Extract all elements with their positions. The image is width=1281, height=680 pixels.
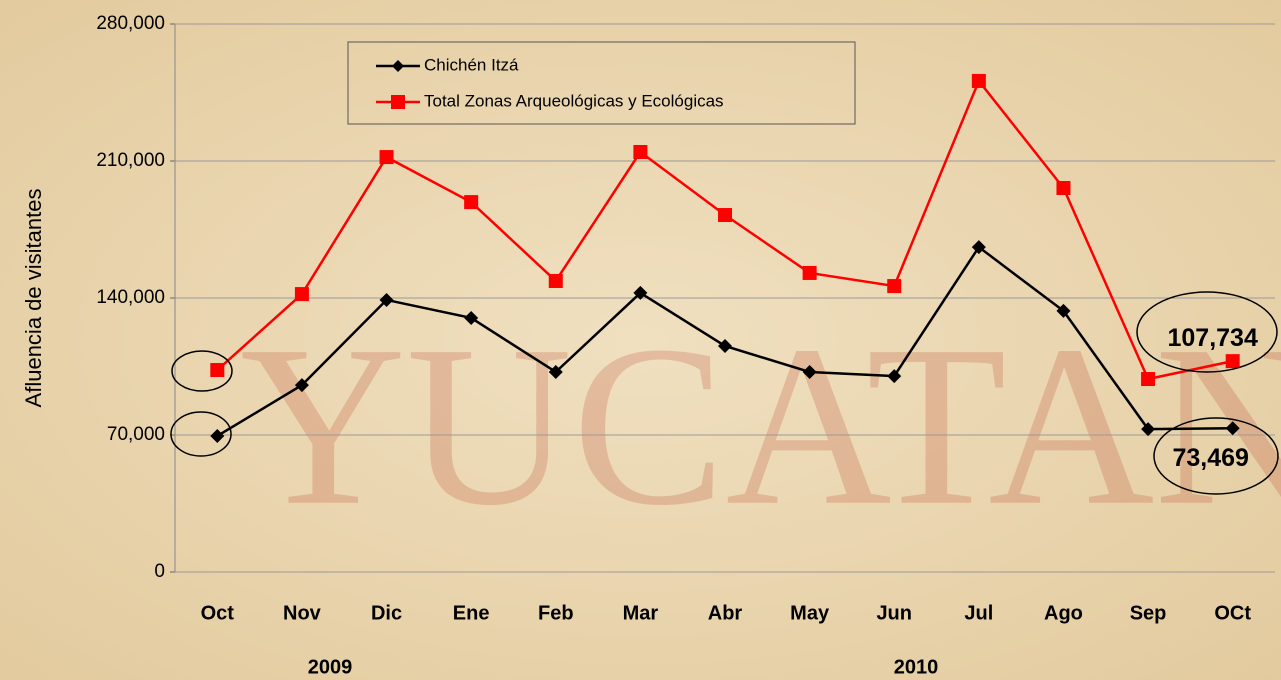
x-tick-label: Nov [283, 602, 322, 624]
y-tick-label: 140,000 [96, 287, 165, 308]
y-tick-label: 280,000 [96, 13, 165, 34]
legend-marker [391, 95, 405, 109]
x-tick-label: Abr [708, 602, 743, 624]
point [1141, 372, 1155, 386]
point [803, 266, 817, 280]
y-axis-title: Afluencia de visitantes [21, 189, 46, 408]
x-tick-label: Oct [201, 602, 235, 624]
data-label: 107,734 [1168, 324, 1258, 352]
x-tick-label: Ago [1044, 602, 1083, 624]
x-tick-label: OCt [1214, 602, 1251, 624]
y-tick-label: 210,000 [96, 150, 165, 171]
x-tick-label: Dic [371, 602, 402, 624]
point [210, 363, 224, 377]
watermark: YUCATAN [240, 298, 1281, 553]
point [633, 145, 647, 159]
point [549, 274, 563, 288]
x-tick-label: Jul [964, 602, 993, 624]
year-label: 2010 [894, 656, 939, 678]
point [380, 150, 394, 164]
point [1226, 354, 1240, 368]
x-tick-label: Mar [623, 602, 659, 624]
legend-label: Total Zonas Arqueológicas y Ecológicas [424, 91, 724, 110]
point [718, 208, 732, 222]
x-tick-label: Sep [1130, 602, 1167, 624]
x-tick-label: Feb [538, 602, 574, 624]
point [887, 279, 901, 293]
x-tick-label: Jun [876, 602, 912, 624]
point [1056, 181, 1070, 195]
point [464, 195, 478, 209]
legend-label: Chichén Itzá [424, 55, 519, 74]
chart: YUCATAN Afluencia de visitantes 0 70,000 1… [0, 0, 1281, 680]
year-label: 2009 [308, 656, 353, 678]
watermark-text: YUCATAN [240, 298, 1281, 553]
y-tick-label: 70,000 [107, 424, 165, 445]
y-tick-label: 0 [154, 561, 165, 582]
x-tick-label: Ene [453, 602, 490, 624]
data-label: 73,469 [1172, 444, 1248, 472]
x-tick-label: May [790, 602, 830, 624]
point [972, 74, 986, 88]
point [295, 287, 309, 301]
